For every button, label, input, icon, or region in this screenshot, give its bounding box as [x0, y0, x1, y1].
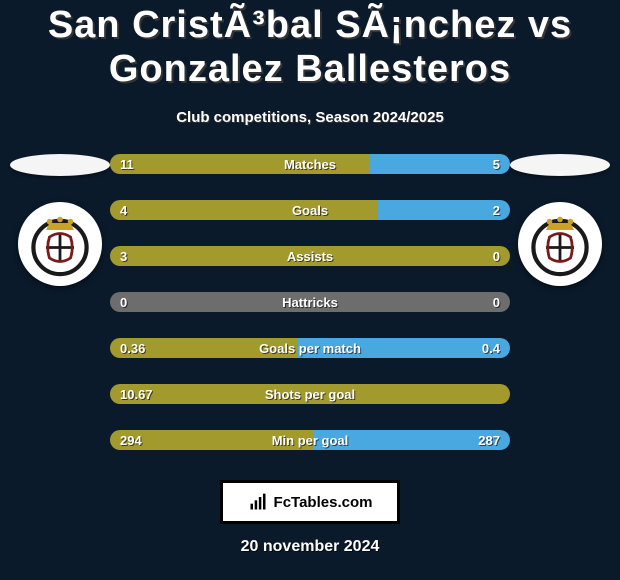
content-area: 115Matches42Goals30Assists00Hattricks0.3…: [0, 154, 620, 556]
player-pill-right: [510, 154, 610, 176]
brand-text: FcTables.com: [274, 494, 373, 511]
stat-bar: 42Goals: [110, 200, 510, 220]
stat-bar: 294287Min per goal: [110, 430, 510, 450]
stat-value-left: 0: [110, 292, 137, 312]
stat-value-right: 0.4: [472, 338, 510, 358]
brand-badge: FcTables.com: [220, 480, 400, 524]
club-crest-right: [518, 202, 602, 286]
stat-bar: 10.67Shots per goal: [110, 384, 510, 404]
stat-bars: 115Matches42Goals30Assists00Hattricks0.3…: [110, 154, 510, 450]
comparison-infographic: San CristÃ³bal SÃ¡nchez vs Gonzalez Ball…: [0, 0, 620, 580]
stat-value-right: [490, 384, 510, 404]
stat-value-left: 11: [110, 154, 144, 174]
shield-icon: [525, 209, 595, 279]
stat-value-right: 0: [483, 292, 510, 312]
stat-value-right: 2: [483, 200, 510, 220]
stat-bar: 115Matches: [110, 154, 510, 174]
chart-icon: [248, 492, 268, 512]
stat-bar: 0.360.4Goals per match: [110, 338, 510, 358]
stat-bar: 00Hattricks: [110, 292, 510, 312]
stat-value-left: 294: [110, 430, 152, 450]
page-title: San CristÃ³bal SÃ¡nchez vs Gonzalez Ball…: [0, 0, 620, 91]
stat-value-left: 10.67: [110, 384, 163, 404]
stat-value-left: 3: [110, 246, 137, 266]
stat-bar: 30Assists: [110, 246, 510, 266]
stat-value-right: 0: [483, 246, 510, 266]
stat-value-left: 4: [110, 200, 137, 220]
stat-value-left: 0.36: [110, 338, 155, 358]
player-pill-left: [10, 154, 110, 176]
date-text: 20 november 2024: [0, 538, 620, 556]
shield-icon: [25, 209, 95, 279]
club-crest-left: [18, 202, 102, 286]
stat-value-right: 5: [483, 154, 510, 174]
page-subtitle: Club competitions, Season 2024/2025: [0, 109, 620, 126]
stat-value-right: 287: [468, 430, 510, 450]
